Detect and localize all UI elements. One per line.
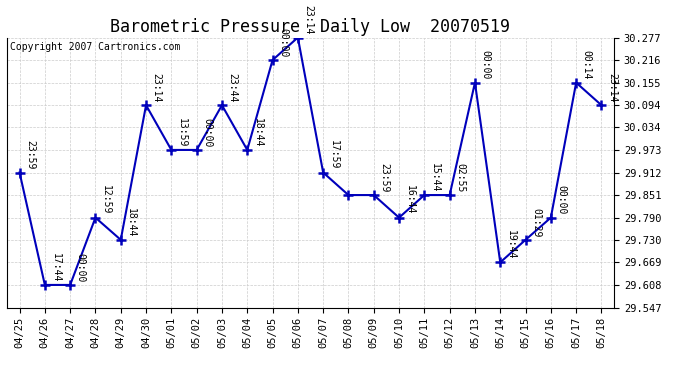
Text: 15:44: 15:44 <box>430 163 440 192</box>
Text: 02:55: 02:55 <box>455 163 465 192</box>
Text: 13:59: 13:59 <box>177 118 187 147</box>
Text: 23:59: 23:59 <box>25 140 35 170</box>
Text: 00:14: 00:14 <box>582 51 592 80</box>
Text: 23:14: 23:14 <box>304 5 313 35</box>
Text: 17:44: 17:44 <box>50 253 61 282</box>
Text: 12:59: 12:59 <box>101 186 111 215</box>
Text: 00:00: 00:00 <box>278 28 288 57</box>
Text: 19:44: 19:44 <box>506 230 516 260</box>
Text: 23:44: 23:44 <box>228 73 237 102</box>
Text: 23:59: 23:59 <box>380 163 389 192</box>
Text: 16:44: 16:44 <box>404 186 415 215</box>
Text: 00:00: 00:00 <box>556 186 566 215</box>
Text: 18:44: 18:44 <box>253 118 263 147</box>
Title: Barometric Pressure  Daily Low  20070519: Barometric Pressure Daily Low 20070519 <box>110 18 511 36</box>
Text: 00:00: 00:00 <box>202 118 213 147</box>
Text: 17:59: 17:59 <box>328 140 339 170</box>
Text: 01:29: 01:29 <box>531 208 541 237</box>
Text: Copyright 2007 Cartronics.com: Copyright 2007 Cartronics.com <box>10 42 180 51</box>
Text: 00:00: 00:00 <box>480 51 491 80</box>
Text: 23:14: 23:14 <box>607 73 617 102</box>
Text: 23:14: 23:14 <box>152 73 161 102</box>
Text: 00:00: 00:00 <box>76 253 86 282</box>
Text: 18:44: 18:44 <box>126 208 137 237</box>
